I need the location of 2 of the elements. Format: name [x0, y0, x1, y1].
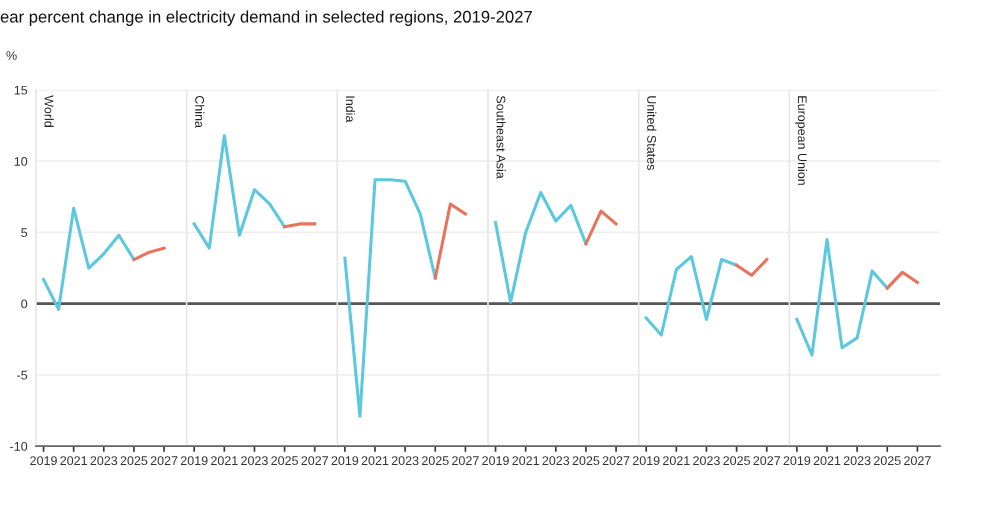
- text: ear percent change in electricity demand in selected regions, 2019-2027: [0, 10, 532, 26]
- line-series: [42, 206, 136, 311]
